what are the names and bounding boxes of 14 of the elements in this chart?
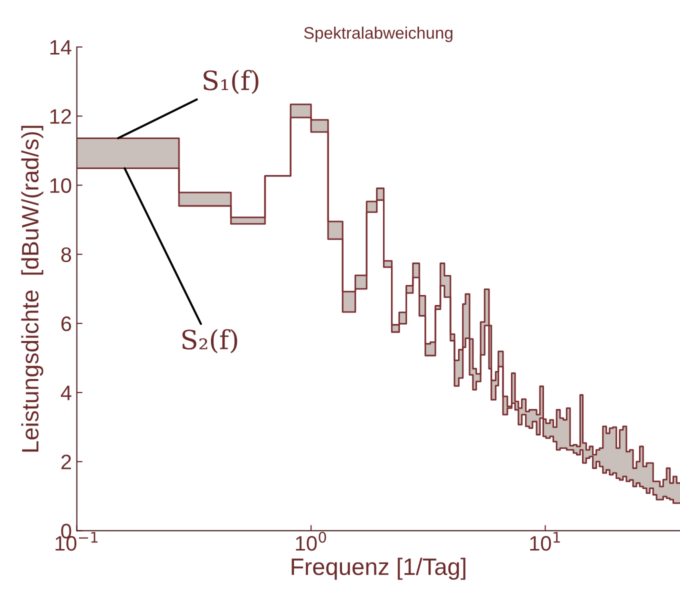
y-tick-label: 14 <box>50 40 72 55</box>
y-tick-label: 2 <box>61 454 71 470</box>
annotation: S₂(f) <box>182 329 238 354</box>
y-tick-label: 4 <box>60 386 72 400</box>
annotation: S₁(f) <box>204 70 258 94</box>
x-tick-label: 10$^{1}$ <box>530 532 560 551</box>
x-axis-title: Frequenz [1/Tag] <box>292 558 466 580</box>
y-tick-label: 12 <box>50 109 71 124</box>
x-tick-label: 10$^{0}$ <box>296 532 326 551</box>
y-axis-title: Leistungsdichte [dBuW/(rad/s)] <box>21 126 44 452</box>
y-tick-label: 10 <box>50 178 72 193</box>
y-tick-label: 6 <box>61 316 72 332</box>
y-tick-label: 8 <box>61 247 72 262</box>
chart-title: Spektralabweichung <box>304 26 452 42</box>
